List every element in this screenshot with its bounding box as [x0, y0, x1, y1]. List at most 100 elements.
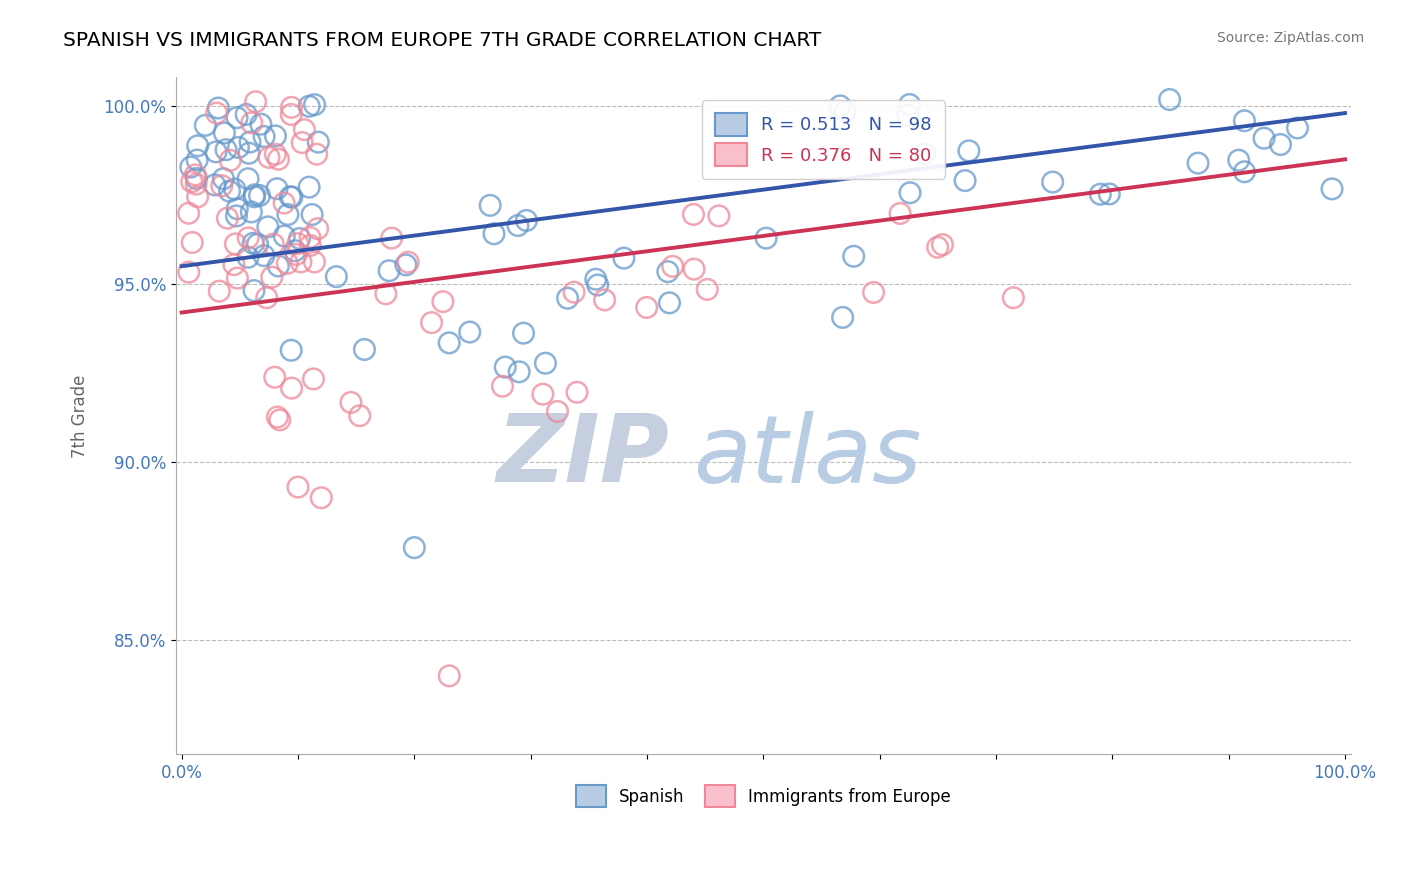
Point — [222, 258, 245, 272]
Point — [253, 249, 276, 263]
Point — [249, 188, 271, 202]
Point — [180, 160, 202, 174]
Point — [586, 277, 609, 292]
Point — [1233, 113, 1256, 128]
Point — [1270, 137, 1292, 152]
Point — [298, 99, 321, 113]
Point — [1187, 156, 1209, 170]
Point — [506, 219, 529, 233]
Text: atlas: atlas — [693, 411, 921, 502]
Point — [280, 100, 302, 114]
Point — [262, 237, 284, 252]
Point — [180, 175, 202, 189]
Point — [531, 387, 554, 401]
Point — [236, 171, 259, 186]
Point — [914, 147, 936, 161]
Point — [226, 271, 249, 285]
Point — [226, 202, 249, 216]
Point — [242, 236, 264, 251]
Point — [287, 480, 309, 494]
Point — [208, 284, 231, 298]
Point — [207, 101, 229, 115]
Point — [291, 136, 314, 150]
Point — [304, 255, 326, 269]
Point — [491, 379, 513, 393]
Point — [494, 360, 516, 375]
Point — [1320, 182, 1343, 196]
Point — [215, 143, 238, 157]
Point — [218, 184, 240, 198]
Point — [458, 325, 481, 339]
Point — [186, 177, 208, 191]
Point — [187, 138, 209, 153]
Point — [661, 260, 683, 274]
Point — [236, 250, 259, 264]
Point — [565, 385, 588, 400]
Point — [263, 370, 285, 384]
Point — [953, 173, 976, 187]
Point — [187, 190, 209, 204]
Point — [288, 231, 311, 245]
Point — [236, 231, 259, 245]
Point — [585, 272, 607, 286]
Point — [304, 97, 326, 112]
Point — [432, 294, 454, 309]
Point — [273, 229, 295, 244]
Point — [186, 171, 208, 186]
Point — [243, 190, 266, 204]
Point — [257, 150, 280, 164]
Point — [269, 413, 291, 427]
Point — [243, 187, 266, 202]
Point — [277, 208, 299, 222]
Point — [613, 251, 636, 265]
Point — [298, 180, 321, 194]
Point — [353, 343, 375, 357]
Point — [395, 258, 418, 272]
Point — [562, 285, 585, 300]
Point — [238, 146, 260, 161]
Point — [657, 265, 679, 279]
Point — [1233, 165, 1256, 179]
Point — [378, 263, 401, 277]
Point — [1253, 131, 1275, 145]
Point — [224, 236, 246, 251]
Text: ZIP: ZIP — [496, 410, 669, 502]
Point — [235, 107, 257, 121]
Point — [250, 117, 273, 131]
Point — [211, 178, 233, 193]
Point — [696, 282, 718, 296]
Point — [557, 291, 579, 305]
Point — [301, 207, 323, 221]
Point — [256, 219, 278, 234]
Point — [256, 291, 278, 305]
Point — [177, 265, 200, 279]
Point — [243, 284, 266, 298]
Legend: Spanish, Immigrants from Europe: Spanish, Immigrants from Europe — [569, 779, 957, 814]
Point — [437, 335, 460, 350]
Point — [281, 190, 304, 204]
Point — [224, 182, 246, 196]
Point — [927, 240, 949, 254]
Point — [276, 256, 298, 270]
Point — [340, 395, 363, 409]
Point — [305, 147, 328, 161]
Point — [267, 259, 290, 273]
Point — [287, 236, 309, 251]
Point — [396, 255, 419, 269]
Point — [307, 135, 329, 149]
Point — [228, 140, 250, 154]
Point — [931, 237, 953, 252]
Point — [186, 153, 208, 167]
Point — [240, 205, 263, 219]
Point — [273, 196, 295, 211]
Point — [309, 491, 332, 505]
Point — [307, 221, 329, 235]
Point — [898, 186, 921, 200]
Point — [278, 190, 301, 204]
Point — [547, 404, 569, 418]
Point — [260, 270, 283, 285]
Point — [205, 106, 228, 120]
Point — [290, 255, 312, 269]
Point — [226, 111, 249, 125]
Point — [214, 126, 236, 140]
